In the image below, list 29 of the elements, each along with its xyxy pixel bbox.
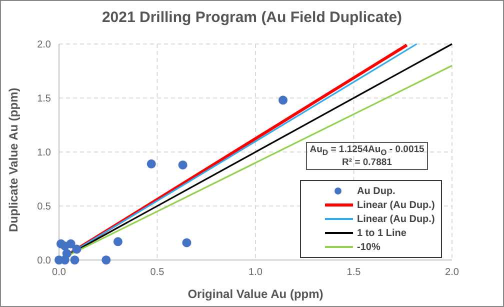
legend-label: Linear (Au Dup.) [357,214,435,224]
legend-label: Linear (Au Dup.) [357,200,435,210]
x-tick-label: 0.0 [52,267,66,278]
point [102,255,111,265]
legend-label: Au Dup. [357,186,396,196]
point [70,255,80,265]
x-tick-label: 2.0 [445,267,460,278]
y-tick-label: 0.0 [37,256,52,267]
y-tick-label: 1.0 [37,148,52,159]
x-tick-label: 0.5 [150,267,165,278]
point [72,244,82,254]
point [182,238,192,248]
chart-title: 2021 Drilling Program (Au Field Duplicate) [100,9,404,26]
legend-label: 1 to 1 Line [357,228,406,238]
legend-label: -10% [357,242,380,252]
y-tick-label: 1.5 [37,94,52,105]
point [62,249,72,258]
x-tick-label: 1.5 [346,267,362,278]
point [66,239,76,248]
point [278,96,288,105]
x-tick-label: 1.0 [248,267,263,278]
point [146,159,156,168]
annotation: Au$_{D}$ = 1.1254Au$_{O}$ - 0.0015 R² = 0.7881 [307,144,427,168]
x-axis-title: Original Value Au (ppm) [188,287,324,301]
y-axis-title: Duplicate Value Au (ppm) [6,88,20,232]
point [113,237,122,246]
y-tick-label: 2.0 [37,40,52,51]
y-tick-label: 0.5 [37,202,52,213]
point [178,160,188,170]
